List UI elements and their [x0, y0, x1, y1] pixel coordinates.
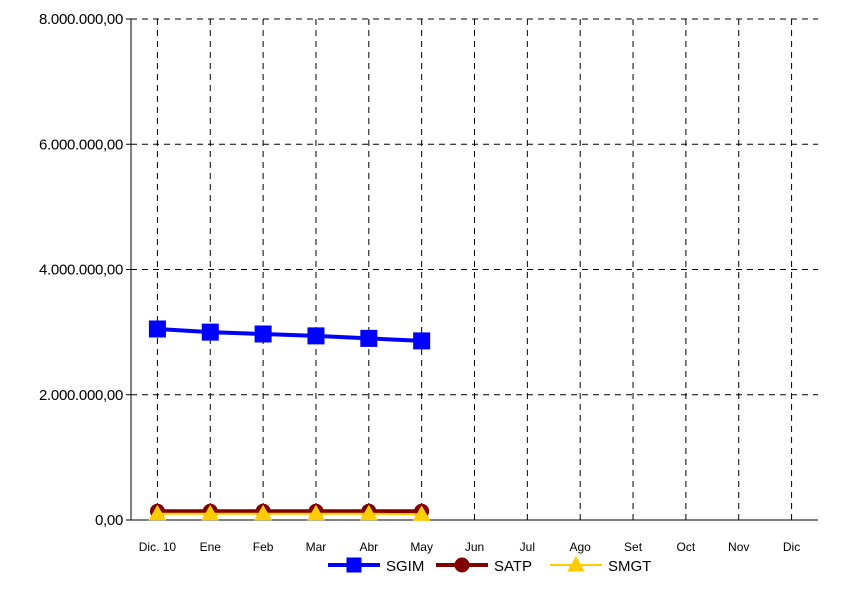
- square-marker: [254, 325, 272, 343]
- triangle-marker: [254, 504, 272, 521]
- triangle-marker: [567, 555, 585, 572]
- triangle-marker: [359, 504, 378, 521]
- x-tick-label: Jun: [465, 540, 484, 554]
- x-tick-labels: Dic. 10 Ene Feb Mar Abr May Jun Jul Ago Set Oct Nov…: [139, 540, 801, 554]
- square-marker: [148, 320, 166, 338]
- circle-marker: [454, 557, 470, 573]
- x-tick-label: Abr: [359, 540, 378, 554]
- square-marker: [413, 332, 431, 350]
- x-tick-label: Set: [624, 540, 643, 554]
- y-tick-label: 8.000.000,00: [39, 11, 123, 28]
- series-line: [157, 326, 422, 343]
- legend-item-satp: SATP: [436, 557, 532, 575]
- legend: SGIM SATP SMGT: [328, 555, 651, 575]
- x-tick-label: Mar: [306, 540, 327, 554]
- axes: [126, 18, 818, 521]
- triangle-marker: [307, 504, 325, 521]
- grid-lines: [131, 18, 818, 520]
- triangle-marker: [201, 504, 220, 521]
- x-tick-label: May: [410, 540, 433, 554]
- x-tick-label: Ene: [200, 540, 222, 554]
- square-marker: [360, 329, 378, 347]
- legend-label: SMGT: [608, 558, 651, 575]
- legend-label: SGIM: [386, 558, 424, 575]
- legend-item-sgim: SGIM: [328, 557, 424, 575]
- y-tick-label: 6.000.000,00: [39, 136, 123, 153]
- legend-item-smgt: SMGT: [550, 555, 651, 575]
- y-tick-label: 0,00: [95, 512, 123, 529]
- square-marker: [346, 557, 362, 573]
- legend-label: SATP: [494, 558, 532, 575]
- y-tick-label: 4.000.000,00: [39, 262, 123, 279]
- y-tick-label: 2.000.000,00: [39, 387, 123, 404]
- y-tick-labels: 0,00 2.000.000,00 4.000.000,00 6.000.000,00…: [39, 11, 123, 529]
- x-tick-label: Dic: [783, 540, 800, 554]
- series-sgim: [148, 320, 431, 350]
- series-line: [157, 512, 422, 516]
- triangle-marker: [148, 504, 167, 521]
- x-tick-label: Ago: [570, 540, 592, 554]
- triangle-marker: [412, 505, 431, 521]
- x-tick-label: Jul: [520, 540, 535, 554]
- x-tick-label: Dic. 10: [139, 540, 177, 554]
- x-tick-label: Nov: [728, 540, 749, 554]
- square-marker: [201, 323, 219, 341]
- square-marker: [307, 327, 325, 345]
- x-tick-label: Feb: [253, 540, 274, 554]
- x-tick-label: Oct: [677, 540, 696, 554]
- series-group: [148, 320, 431, 521]
- series-smgt: [148, 504, 431, 521]
- series-satp: [149, 503, 430, 519]
